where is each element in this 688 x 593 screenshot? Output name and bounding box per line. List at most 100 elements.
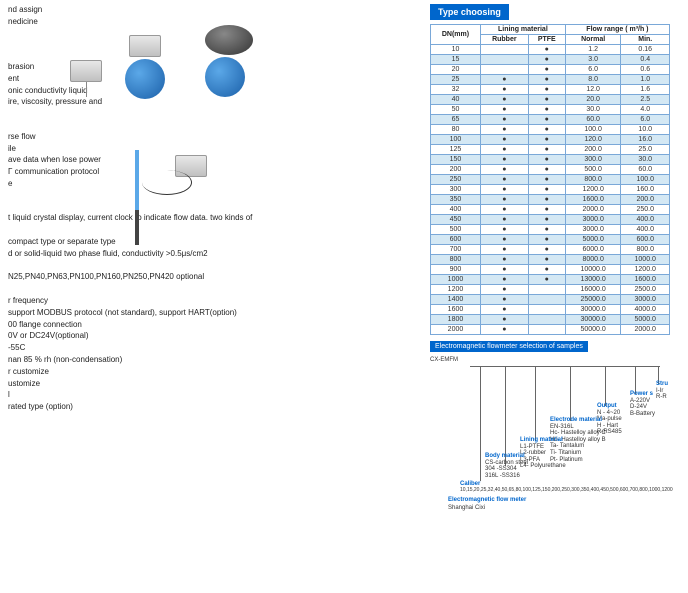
table-cell: 6.0 [621, 115, 670, 125]
table-cell: 400.0 [621, 225, 670, 235]
table-cell: 160.0 [621, 185, 670, 195]
table-cell: 800.0 [621, 245, 670, 255]
table-cell: ● [480, 185, 528, 195]
table-row: 50●●30.04.0 [431, 105, 670, 115]
table-cell: ● [528, 155, 565, 165]
table-cell: 1.2 [565, 45, 621, 55]
txt: 0V or DC24V(optional) [8, 331, 422, 342]
table-cell: 30000.0 [565, 305, 621, 315]
table-cell: ● [480, 315, 528, 325]
table-cell: 1.6 [621, 85, 670, 95]
table-cell: ● [480, 155, 528, 165]
table-row: 2000●50000.02000.0 [431, 325, 670, 335]
txt: l [8, 390, 422, 401]
table-cell: ● [480, 135, 528, 145]
table-cell: 120.0 [565, 135, 621, 145]
table-cell: 20 [431, 65, 481, 75]
table-cell: 100.0 [621, 175, 670, 185]
selection-tree: CX-EMFM Stru I-Ir R-R Power s A-220V D-2… [430, 355, 688, 510]
selection-header: Electromagnetic flowmeter selection of s… [430, 341, 588, 352]
table-cell: 30.0 [621, 155, 670, 165]
table-cell: ● [480, 165, 528, 175]
table-cell: 800.0 [565, 175, 621, 185]
table-row: 1400●25000.03000.0 [431, 295, 670, 305]
table-cell: ● [480, 215, 528, 225]
table-cell: ● [528, 235, 565, 245]
table-cell: 200.0 [565, 145, 621, 155]
table-cell: ● [528, 275, 565, 285]
table-cell: 400.0 [621, 215, 670, 225]
insertion-meter [130, 150, 290, 245]
table-cell: 30000.0 [565, 315, 621, 325]
table-cell: ● [480, 325, 528, 335]
table-cell [480, 55, 528, 65]
col-flow: Flow range ( m³/h ) [565, 25, 669, 35]
table-cell [528, 305, 565, 315]
struc: Stru I-Ir R-R [656, 381, 668, 401]
table-cell: 60.0 [621, 165, 670, 175]
type-choosing-header: Type choosing [430, 4, 509, 20]
table-cell: ● [528, 245, 565, 255]
table-cell: 100.0 [565, 125, 621, 135]
col-normal: Normal [565, 35, 621, 45]
table-cell: ● [528, 195, 565, 205]
table-cell: 2500.0 [621, 285, 670, 295]
table-cell: ● [480, 85, 528, 95]
table-cell: 25 [431, 75, 481, 85]
table-cell: 5000.0 [621, 315, 670, 325]
table-cell: 1600 [431, 305, 481, 315]
table-cell: 200 [431, 165, 481, 175]
table-row: 40●●20.02.5 [431, 95, 670, 105]
txt: nd assign [8, 5, 422, 16]
table-cell: 2000.0 [621, 325, 670, 335]
table-cell: 2.5 [621, 95, 670, 105]
table-cell: ● [528, 105, 565, 115]
right-column: Type choosing DN(mm) Lining material Flo… [430, 0, 688, 593]
table-row: 32●●12.01.6 [431, 85, 670, 95]
table-row: 800●●8000.01000.0 [431, 255, 670, 265]
table-cell: 8000.0 [565, 255, 621, 265]
table-row: 200●●500.060.0 [431, 165, 670, 175]
table-row: 15●3.00.4 [431, 55, 670, 65]
table-cell: ● [528, 125, 565, 135]
table-cell: 250 [431, 175, 481, 185]
table-row: 700●●6000.0800.0 [431, 245, 670, 255]
table-row: 100●●120.016.0 [431, 135, 670, 145]
table-row: 80●●100.010.0 [431, 125, 670, 135]
table-cell: 1.0 [621, 75, 670, 85]
table-cell: 300.0 [565, 155, 621, 165]
table-cell: ● [528, 165, 565, 175]
txt: r frequency [8, 296, 422, 307]
table-row: 10●1.20.16 [431, 45, 670, 55]
table-cell: 200.0 [621, 195, 670, 205]
table-row: 25●●8.01.0 [431, 75, 670, 85]
table-cell: ● [528, 115, 565, 125]
table-row: 600●●5000.0600.0 [431, 235, 670, 245]
table-cell: ● [480, 95, 528, 105]
col-ptfe: PTFE [528, 35, 565, 45]
txt: 00 flange connection [8, 320, 422, 331]
table-cell: 12.0 [565, 85, 621, 95]
left-column: nd assign nedicine brasion ent onic cond… [0, 0, 430, 593]
txt: -55C [8, 343, 422, 354]
txt: d or solid-liquid two phase fluid, condu… [8, 249, 422, 260]
table-cell [528, 325, 565, 335]
table-cell: 600 [431, 235, 481, 245]
table-row: 125●●200.025.0 [431, 145, 670, 155]
table-cell: ● [528, 205, 565, 215]
table-cell: 600.0 [621, 235, 670, 245]
col-dn: DN(mm) [431, 25, 481, 45]
table-cell: 50000.0 [565, 325, 621, 335]
table-cell: 65 [431, 115, 481, 125]
table-cell: 125 [431, 145, 481, 155]
table-row: 450●●3000.0400.0 [431, 215, 670, 225]
table-cell: 1200 [431, 285, 481, 295]
table-cell: 0.4 [621, 55, 670, 65]
table-row: 1000●●13000.01600.0 [431, 275, 670, 285]
table-row: 20●6.00.6 [431, 65, 670, 75]
table-cell: ● [480, 145, 528, 155]
table-cell: 60.0 [565, 115, 621, 125]
flowmeter-label: Electromagnetic flow meter [448, 497, 526, 504]
table-cell: 50 [431, 105, 481, 115]
table-cell: 3000.0 [621, 295, 670, 305]
